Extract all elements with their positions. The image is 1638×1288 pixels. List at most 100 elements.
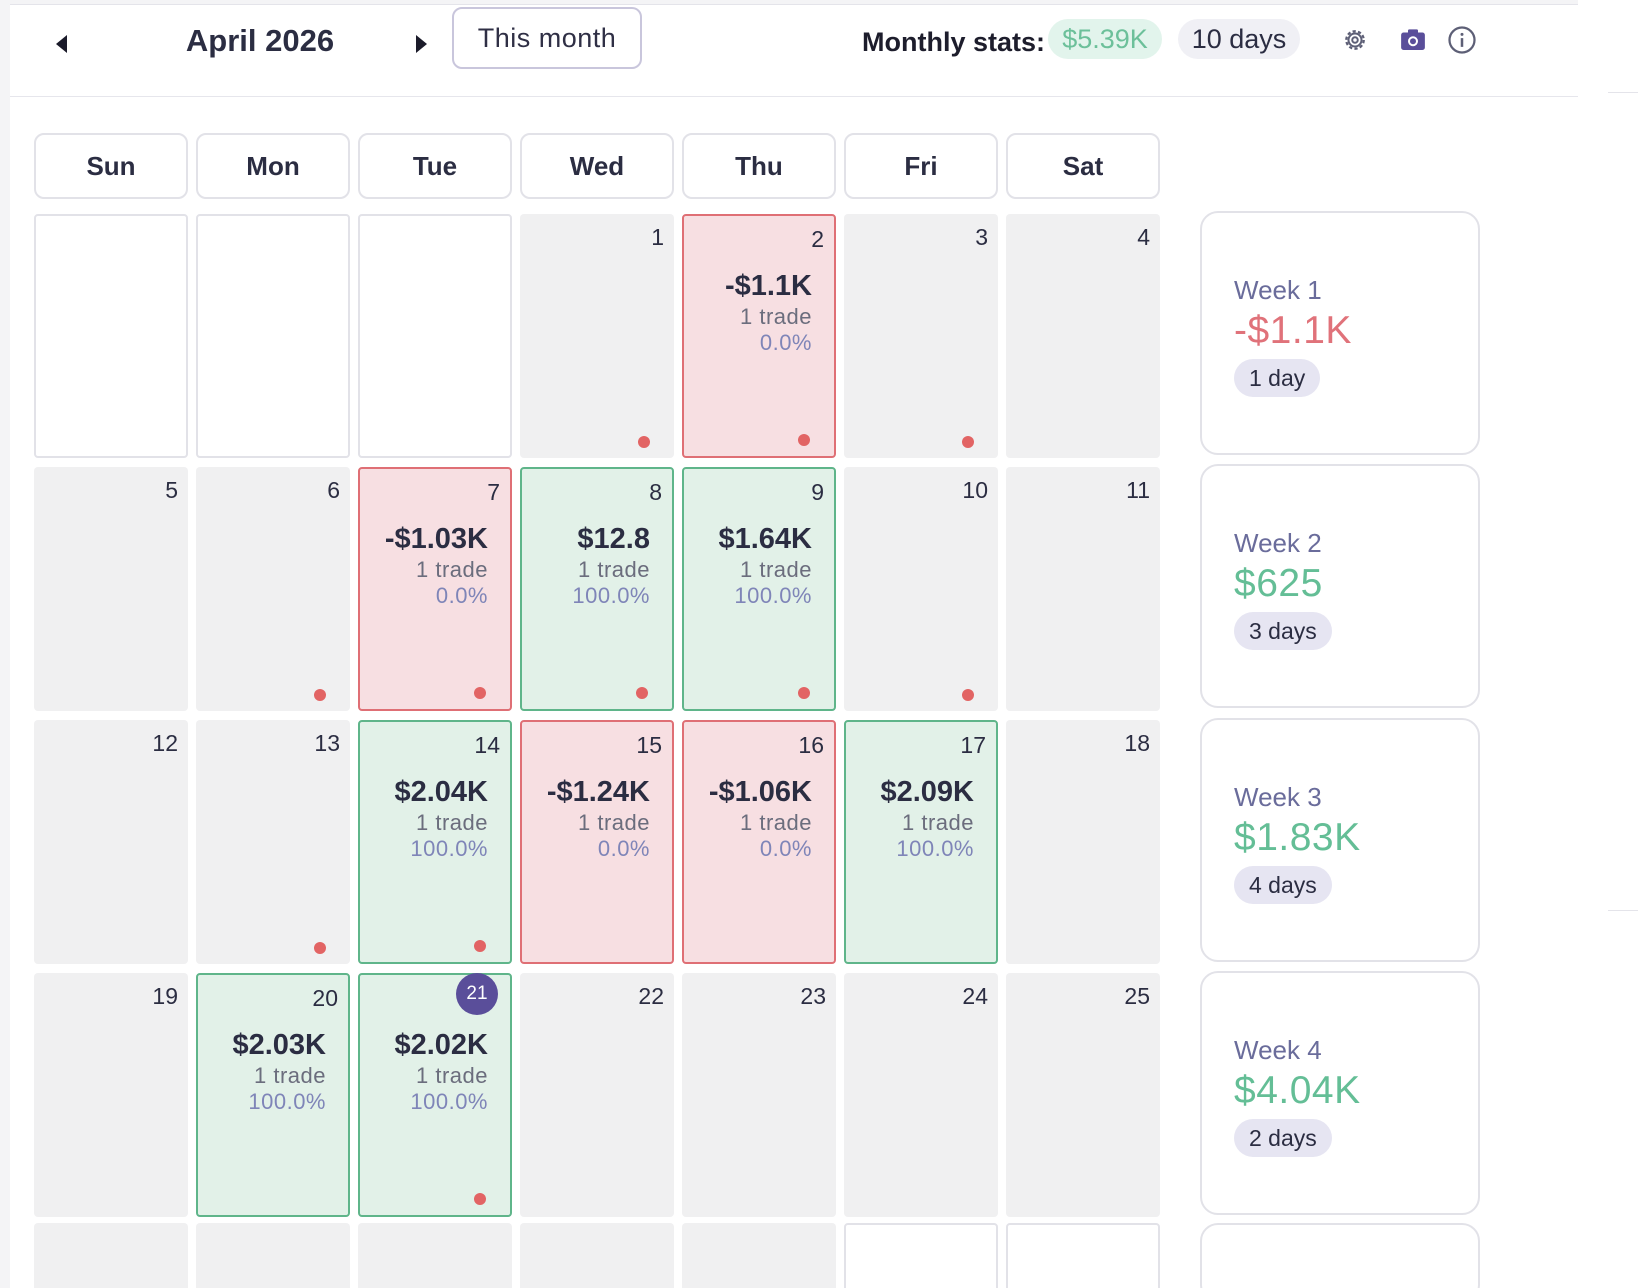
- day-cell-8[interactable]: 8 $12.8 1 trade 100.0%: [520, 467, 674, 711]
- day-cell-22[interactable]: 22: [520, 973, 674, 1217]
- week-summary-1[interactable]: Week 1 -$1.1K 1 day: [1200, 211, 1480, 455]
- day-number: 11: [1126, 477, 1150, 503]
- weekday-header-fri: Fri: [844, 133, 998, 199]
- day-win-rate: 0.0%: [435, 583, 488, 608]
- note-dot-icon: [798, 687, 810, 699]
- day-cell-6[interactable]: 6: [196, 467, 350, 711]
- day-cell-partial: [1006, 1223, 1160, 1288]
- week-summary-5: [1200, 1223, 1480, 1288]
- day-cell-24[interactable]: 24: [844, 973, 998, 1217]
- day-cell-17[interactable]: 17 $2.09K 1 trade 100.0%: [844, 720, 998, 964]
- day-trade-count: 1 trade: [416, 557, 488, 582]
- day-cell-empty: [196, 214, 350, 458]
- day-pnl: $12.8: [577, 523, 650, 555]
- day-cell-23[interactable]: 23: [682, 973, 836, 1217]
- day-pnl: $2.04K: [394, 776, 488, 808]
- day-trade-count: 1 trade: [902, 810, 974, 835]
- weekday-header-wed: Wed: [520, 133, 674, 199]
- day-number: 24: [962, 983, 988, 1009]
- day-cell-7[interactable]: 7 -$1.03K 1 trade 0.0%: [358, 467, 512, 711]
- day-cell-11[interactable]: 11: [1006, 467, 1160, 711]
- day-cell-14[interactable]: 14 $2.04K 1 trade 100.0%: [358, 720, 512, 964]
- day-pnl: -$1.24K: [546, 776, 650, 808]
- day-win-rate: 100.0%: [410, 836, 488, 861]
- day-trade-count: 1 trade: [416, 1063, 488, 1088]
- day-win-rate: 100.0%: [248, 1089, 326, 1114]
- day-trade-count: 1 trade: [416, 810, 488, 835]
- day-number: 12: [152, 730, 178, 756]
- day-cell-partial: [358, 1223, 512, 1288]
- monthly-days-badge: 10 days: [1178, 19, 1300, 59]
- day-cell-partial: [196, 1223, 350, 1288]
- day-number: 4: [1137, 224, 1150, 250]
- day-cell-3[interactable]: 3: [844, 214, 998, 458]
- day-cell-21[interactable]: 21 $2.02K 1 trade 100.0%: [358, 973, 512, 1217]
- day-number: 14: [474, 732, 500, 758]
- day-pnl: $1.64K: [718, 523, 812, 555]
- month-title: April 2026: [185, 23, 335, 58]
- day-cell-18[interactable]: 18: [1006, 720, 1160, 964]
- day-pnl: -$1.06K: [708, 776, 812, 808]
- day-win-rate: 100.0%: [572, 583, 650, 608]
- day-pnl: $2.09K: [880, 776, 974, 808]
- day-number: 2: [811, 226, 824, 252]
- week-label: Week 3: [1234, 782, 1322, 812]
- info-icon[interactable]: [1447, 25, 1477, 55]
- weekday-header-mon: Mon: [196, 133, 350, 199]
- day-cell-10[interactable]: 10: [844, 467, 998, 711]
- day-cell-4[interactable]: 4: [1006, 214, 1160, 458]
- week-days-badge: 2 days: [1234, 1119, 1332, 1157]
- day-trade-count: 1 trade: [740, 810, 812, 835]
- day-cell-5[interactable]: 5: [34, 467, 188, 711]
- day-trade-count: 1 trade: [578, 557, 650, 582]
- day-number: 8: [649, 479, 662, 505]
- note-dot-icon: [962, 436, 974, 448]
- calendar-panel: April 2026 This month Monthly stats: $5.…: [10, 4, 1578, 1288]
- note-dot-icon: [962, 689, 974, 701]
- day-cell-1[interactable]: 1: [520, 214, 674, 458]
- day-cell-13[interactable]: 13: [196, 720, 350, 964]
- day-number: 20: [312, 985, 338, 1011]
- day-cell-2[interactable]: 2 -$1.1K 1 trade 0.0%: [682, 214, 836, 458]
- this-month-button[interactable]: This month: [452, 7, 642, 69]
- day-number: 5: [165, 477, 178, 503]
- week-label: Week 4: [1234, 1035, 1322, 1065]
- week-summary-2[interactable]: Week 2 $625 3 days: [1200, 464, 1480, 708]
- note-dot-icon: [638, 436, 650, 448]
- day-cell-12[interactable]: 12: [34, 720, 188, 964]
- day-cell-25[interactable]: 25: [1006, 973, 1160, 1217]
- chevron-left-icon[interactable]: [50, 31, 74, 55]
- week-label: Week 2: [1234, 528, 1322, 558]
- week-total-pnl: $1.83K: [1234, 816, 1361, 859]
- week-days-badge: 3 days: [1234, 612, 1332, 650]
- adjacent-panel-edge: [1578, 0, 1638, 1288]
- weekday-header-sun: Sun: [34, 133, 188, 199]
- day-cell-partial: [844, 1223, 998, 1288]
- monthly-stats-label: Monthly stats:: [862, 27, 1046, 57]
- week-total-pnl: $4.04K: [1234, 1069, 1361, 1112]
- camera-icon[interactable]: [1398, 25, 1428, 55]
- day-win-rate: 0.0%: [759, 836, 812, 861]
- day-cell-16[interactable]: 16 -$1.06K 1 trade 0.0%: [682, 720, 836, 964]
- today-badge: 21: [456, 973, 498, 1015]
- week-label: Week 1: [1234, 275, 1322, 305]
- week-total-pnl: $625: [1234, 562, 1323, 605]
- day-win-rate: 100.0%: [896, 836, 974, 861]
- week-summary-3[interactable]: Week 3 $1.83K 4 days: [1200, 718, 1480, 962]
- day-cell-19[interactable]: 19: [34, 973, 188, 1217]
- day-cell-9[interactable]: 9 $1.64K 1 trade 100.0%: [682, 467, 836, 711]
- gear-icon[interactable]: [1340, 25, 1370, 55]
- day-trade-count: 1 trade: [578, 810, 650, 835]
- day-cell-20[interactable]: 20 $2.03K 1 trade 100.0%: [196, 973, 350, 1217]
- day-cell-15[interactable]: 15 -$1.24K 1 trade 0.0%: [520, 720, 674, 964]
- note-dot-icon: [474, 940, 486, 952]
- day-trade-count: 1 trade: [740, 304, 812, 329]
- day-cell-partial: [682, 1223, 836, 1288]
- week-total-pnl: -$1.1K: [1234, 309, 1352, 352]
- day-trade-count: 1 trade: [254, 1063, 326, 1088]
- day-win-rate: 100.0%: [410, 1089, 488, 1114]
- day-number: 19: [152, 983, 178, 1009]
- chevron-right-icon[interactable]: [410, 31, 434, 55]
- week-days-badge: 4 days: [1234, 866, 1332, 904]
- week-summary-4[interactable]: Week 4 $4.04K 2 days: [1200, 971, 1480, 1215]
